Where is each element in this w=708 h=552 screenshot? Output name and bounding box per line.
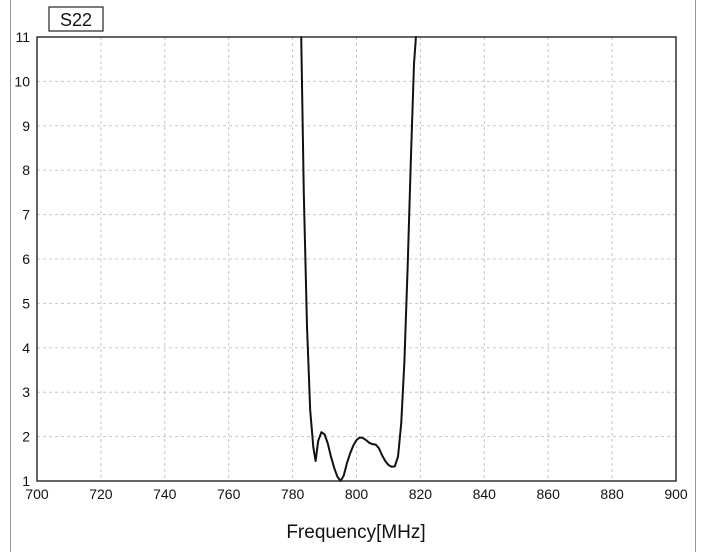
legend-series-name: S22 xyxy=(60,10,92,30)
y-tick-label: 1 xyxy=(22,473,30,489)
y-tick-label: 9 xyxy=(22,118,30,134)
x-tick-label: 800 xyxy=(345,486,369,502)
grid xyxy=(37,37,676,481)
x-tick-label: 880 xyxy=(600,486,624,502)
x-tick-label: 820 xyxy=(409,486,433,502)
series-layer xyxy=(300,36,417,482)
y-tick-label: 11 xyxy=(15,29,30,45)
y-tick-label: 4 xyxy=(22,340,30,356)
y-tick-labels: 1 2 3 4 5 6 7 8 9 10 11 xyxy=(14,29,30,489)
plot-frame xyxy=(36,36,677,482)
x-axis-label: Frequency[MHz] xyxy=(286,522,425,543)
x-tick-labels: 700 720 740 760 780 800 820 840 860 880 900 xyxy=(25,486,688,502)
x-tick-label: 860 xyxy=(537,486,561,502)
legend: S22 xyxy=(48,6,104,32)
legend-box xyxy=(48,6,104,32)
y-tick-label: 7 xyxy=(22,207,30,223)
y-tick-label: 3 xyxy=(22,384,30,400)
x-tick-label: 700 xyxy=(25,486,49,502)
y-tick-label: 6 xyxy=(22,251,30,267)
x-tick-label: 900 xyxy=(664,486,688,502)
x-tick-label: 740 xyxy=(153,486,177,502)
y-tick-label: 10 xyxy=(14,73,30,89)
y-tick-label: 8 xyxy=(22,162,30,178)
x-tick-label: 780 xyxy=(281,486,305,502)
x-tick-label: 760 xyxy=(217,486,241,502)
x-tick-label: 840 xyxy=(473,486,497,502)
series-line-s22 xyxy=(300,36,417,482)
x-tick-label: 720 xyxy=(89,486,113,502)
y-tick-label: 5 xyxy=(22,295,30,311)
y-tick-label: 2 xyxy=(22,429,30,445)
